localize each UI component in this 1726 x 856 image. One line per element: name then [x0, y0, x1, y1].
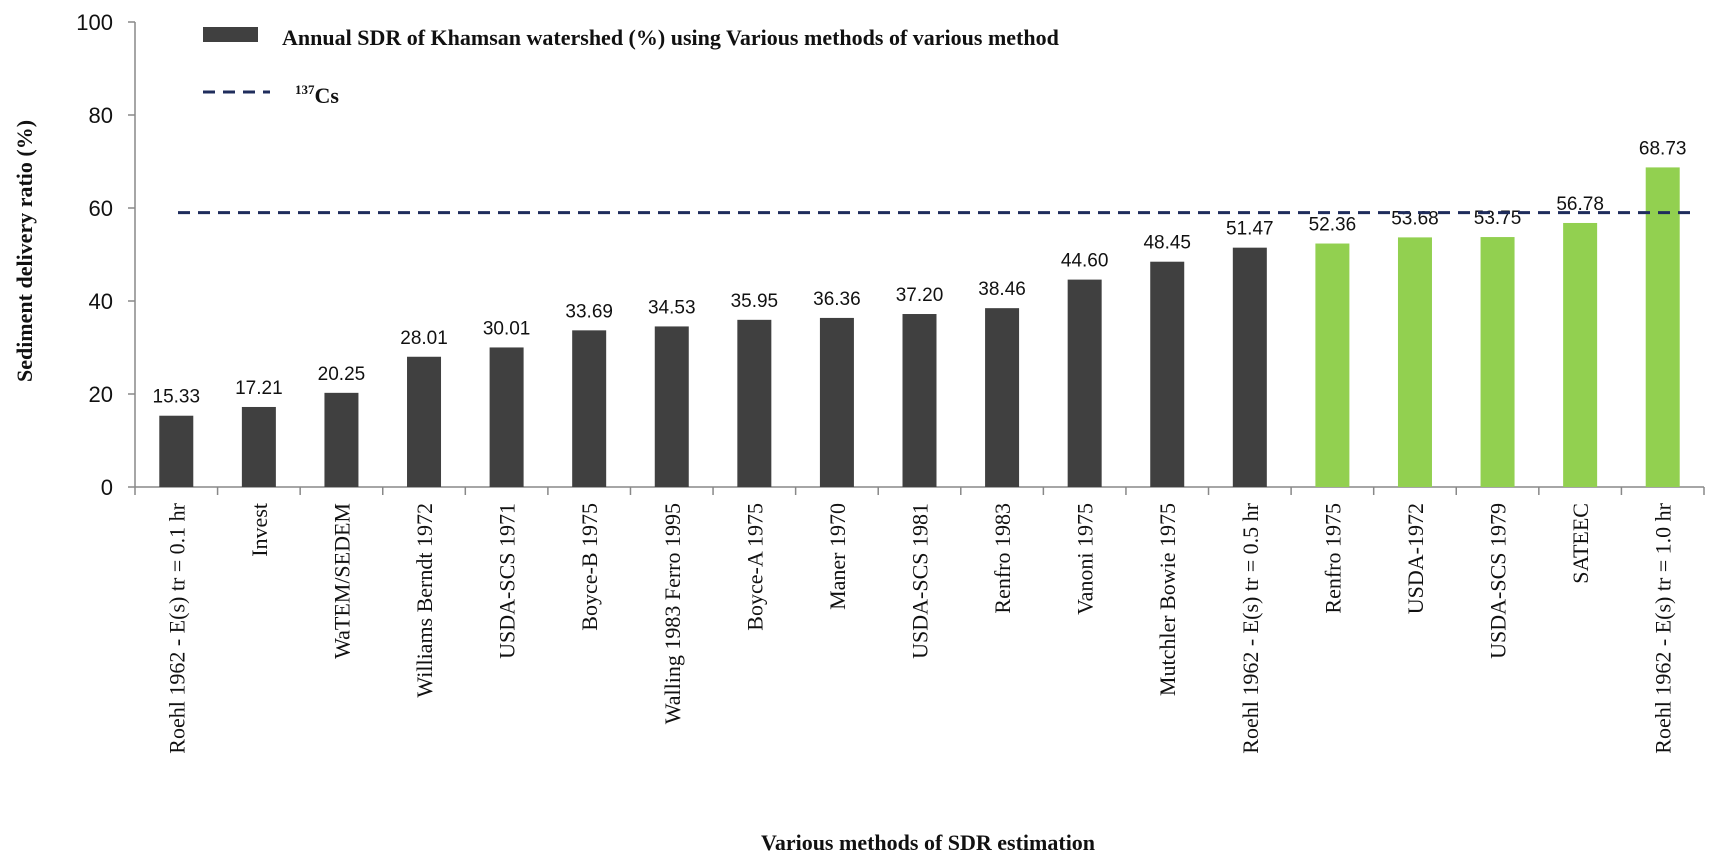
- bar: [819, 317, 854, 487]
- legend-line-label-sup: 137: [295, 82, 315, 97]
- x-axis-title: Various methods of SDR estimation: [761, 830, 1095, 855]
- axes: 0 20 40 60 80 100: [76, 10, 1705, 500]
- bar: [407, 356, 442, 487]
- category-label: SATEEC: [1568, 503, 1593, 584]
- category-label: USDA-SCS 1981: [908, 503, 933, 659]
- legend-bar-swatch: [203, 27, 258, 42]
- bar: [1315, 243, 1350, 487]
- category-label: Williams Berndt 1972: [412, 503, 437, 698]
- category-label: Boyce-B 1975: [577, 503, 602, 631]
- category-label: Vanoni 1975: [1073, 503, 1098, 615]
- bar: [159, 415, 194, 487]
- data-label: 68.73: [1639, 138, 1687, 159]
- bar: [1150, 261, 1185, 487]
- bar: [1232, 247, 1267, 487]
- category-label: Maner 1970: [825, 503, 850, 610]
- data-label: 48.45: [1143, 233, 1191, 254]
- category-label: Boyce-A 1975: [742, 503, 767, 631]
- category-label: Roehl 1962 - E(s) tr = 1.0 hr: [1651, 502, 1676, 753]
- data-label: 36.36: [813, 289, 861, 310]
- y-tick-label: 0: [101, 475, 113, 500]
- bar: [572, 330, 607, 487]
- legend-line-label: 137Cs: [295, 82, 339, 108]
- bar: [1480, 237, 1515, 487]
- category-label: Renfro 1983: [990, 503, 1015, 614]
- bar: [489, 347, 524, 487]
- category-label: USDA-SCS 1971: [495, 503, 520, 659]
- category-label: USDA-1972: [1403, 503, 1428, 614]
- bar: [902, 314, 937, 487]
- y-tick-label: 40: [89, 289, 113, 314]
- data-label: 56.78: [1556, 194, 1604, 215]
- data-label: 33.69: [565, 301, 613, 322]
- bar: [241, 406, 276, 487]
- y-axis-title: Sediment delivery ratio (%): [12, 120, 37, 382]
- data-label: 34.53: [648, 297, 696, 318]
- bar: [1397, 237, 1432, 487]
- bar: [654, 326, 689, 487]
- data-label: 17.21: [235, 378, 283, 399]
- y-tick-label: 80: [89, 103, 113, 128]
- data-label: 51.47: [1226, 219, 1274, 240]
- y-tick-label: 20: [89, 382, 113, 407]
- bar: [1067, 279, 1102, 487]
- data-label: 15.33: [153, 387, 201, 408]
- category-label: Roehl 1962 - E(s) tr = 0.1 hr: [164, 502, 189, 753]
- data-label: 38.46: [978, 279, 1026, 300]
- legend-bar-label: Annual SDR of Khamsan watershed (%) usin…: [282, 25, 1059, 50]
- bar: [985, 308, 1020, 487]
- y-tick-label: 100: [76, 10, 113, 35]
- bar: [324, 392, 359, 487]
- category-label: Roehl 1962 - E(s) tr = 0.5 hr: [1238, 502, 1263, 753]
- data-label: 52.36: [1309, 215, 1357, 236]
- data-label: 44.60: [1061, 251, 1109, 272]
- bar: [737, 319, 772, 487]
- bars: 15.33 Roehl 1962 - E(s) tr = 0.1 hr 17.21 I…: [153, 138, 1687, 753]
- legend-line-label-main: Cs: [315, 83, 340, 108]
- legend: Annual SDR of Khamsan watershed (%) usin…: [203, 25, 1059, 108]
- category-label: Mutchler Bowie 1975: [1155, 503, 1180, 696]
- category-label: Invest: [247, 503, 272, 557]
- data-label: 35.95: [731, 291, 779, 312]
- bar: [1645, 167, 1680, 487]
- category-label: USDA-SCS 1979: [1486, 503, 1511, 659]
- data-label: 37.20: [896, 285, 944, 306]
- data-label: 20.25: [318, 364, 366, 385]
- data-label: 30.01: [483, 318, 531, 339]
- bar: [1563, 222, 1598, 487]
- category-label: WaTEM/SEDEM: [329, 503, 354, 659]
- y-tick-label: 60: [89, 196, 113, 221]
- category-label: Walling 1983 Ferro 1995: [660, 503, 685, 724]
- category-label: Renfro 1975: [1320, 503, 1345, 614]
- data-label: 28.01: [400, 328, 448, 349]
